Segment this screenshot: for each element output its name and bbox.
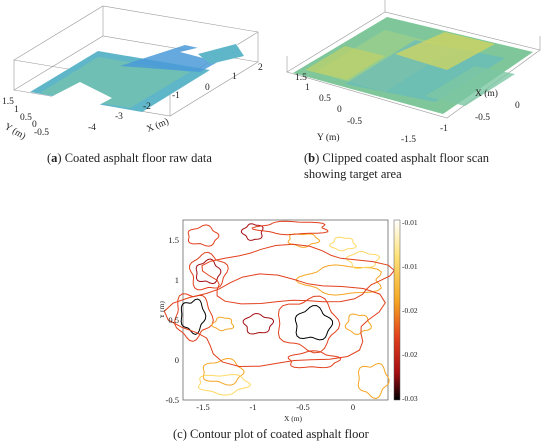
contour-y-tick: 0	[175, 355, 179, 365]
panel-b: 1.5 1 0.5 0 -0.5 Y (m) -1.5 -1 -0.5 0 X …	[275, 0, 550, 150]
contour-lines	[163, 220, 395, 400]
panel-a-x-tick: -4	[88, 123, 96, 133]
panel-b-y-axis-label: Y (m)	[317, 132, 340, 143]
panel-b-y-tick: -0.5	[347, 117, 362, 127]
panel-a-x-tick: -2	[143, 102, 151, 112]
panel-a: -4 -3 -2 -1 0 1 2 X (m) 1.5 1 0.5 0 -0.5…	[0, 0, 275, 148]
contour-line	[187, 224, 220, 247]
panel-a-plot: -4 -3 -2 -1 0 1 2 X (m) 1.5 1 0.5 0 -0.5…	[2, 5, 263, 142]
panel-b-y-tick: 0	[337, 105, 342, 115]
contour-y-tick: 0.5	[168, 315, 179, 325]
contour-x-tick: -1	[249, 402, 256, 412]
panel-a-x-tick: 0	[205, 83, 210, 93]
panel-b-x-tick: -1.5	[401, 135, 416, 145]
panel-b-y-tick: 1	[305, 83, 310, 93]
colorbar-tick: -0.01	[402, 262, 418, 271]
contour-line	[201, 243, 395, 305]
panel-a-y-tick: 1	[14, 105, 19, 115]
panel-a-point-cloud	[30, 40, 246, 112]
contour-y-tick: -0.5	[166, 395, 179, 405]
contour-x-axis-label: X (m)	[284, 414, 303, 423]
panel-a-y-tick: 0.5	[20, 113, 32, 123]
contour-line	[195, 258, 222, 285]
contour-line	[163, 273, 386, 368]
contour-line	[345, 250, 381, 270]
contour-line	[287, 233, 321, 248]
contour-x-tick: -0.5	[296, 402, 309, 412]
panel-a-y-tick: -0.5	[34, 128, 49, 138]
contour-line	[277, 295, 341, 354]
colorbar-tick: -0.02	[402, 306, 418, 315]
panel-a-y-tick: 1.5	[2, 97, 14, 107]
contour-y-axis-label: Y (m)	[160, 301, 166, 319]
panel-b-x-axis-label: X (m)	[475, 88, 498, 99]
contour-line	[329, 236, 357, 252]
panel-b-bounding-box	[286, 0, 541, 119]
contour-line	[180, 298, 207, 336]
panel-b-axes-text: 1.5 1 0.5 0 -0.5 Y (m) -1.5 -1 -0.5 0 X …	[295, 73, 520, 145]
contour-line	[211, 316, 235, 332]
panel-a-caption-text: Coated asphalt floor raw data	[64, 151, 212, 165]
contour-line	[240, 223, 264, 241]
panel-c-caption-text: Contour plot of coated asphalt floor	[190, 427, 369, 441]
panel-a-x-tick: -1	[172, 91, 180, 101]
contour-line	[197, 373, 251, 396]
contour-plot-area	[182, 219, 389, 401]
panel-b-caption: (b) Clipped coated asphalt floor scan sho…	[304, 151, 490, 181]
panel-c: -1.5-1-0.50-0.500.511.5X (m)Y (m) -0.01-…	[157, 214, 420, 426]
contour-line	[242, 313, 275, 335]
contour-plot: -1.5-1-0.50-0.500.511.5X (m)Y (m) -0.01-…	[157, 218, 418, 423]
contour-line	[344, 313, 372, 335]
contour-line	[357, 362, 390, 400]
contour-y-tick: 1.5	[168, 235, 179, 245]
panel-b-x-tick: 0	[515, 101, 520, 111]
panel-b-x-tick: -0.5	[475, 113, 490, 123]
contour-axes: -1.5 -1 -0.5 0 -0.5 0 0.5 1 1.5 X (m) Y (m)	[157, 235, 355, 423]
panel-b-y-tick: 0.5	[319, 94, 331, 104]
panel-a-x-tick: 1	[232, 72, 237, 82]
contour-line	[202, 357, 245, 386]
contour-line	[287, 350, 342, 369]
contour-line	[174, 293, 214, 342]
panel-a-y-axis-label: Y (m)	[3, 121, 28, 142]
panel-a-y-tick: 0	[32, 120, 37, 130]
colorbar	[393, 219, 401, 401]
panel-a-x-tick: 2	[258, 63, 263, 73]
colorbar-tick: -0.01	[402, 218, 418, 227]
contour-x-tick: -1.5	[196, 402, 209, 412]
panel-c-caption-label: (c)	[173, 427, 187, 441]
panel-a-caption-label: a	[51, 151, 58, 165]
panel-b-caption-label: b	[308, 151, 316, 165]
colorbar-ticks: -0.01 -0.01 -0.02 -0.02 -0.03	[402, 218, 418, 403]
contour-line	[294, 305, 334, 341]
panel-c-caption: (c) Contour plot of coated asphalt floor	[173, 426, 369, 442]
panel-b-x-tick: -1	[440, 124, 448, 134]
panel-a-x-axis-label: X (m)	[145, 116, 170, 135]
contour-y-tick: 1	[175, 275, 179, 285]
panel-b-caption-line1: Clipped coated asphalt floor scan	[322, 151, 490, 165]
contour-line	[251, 220, 329, 236]
colorbar-tick: -0.02	[402, 350, 418, 359]
panel-a-x-tick: -3	[115, 112, 123, 122]
panel-b-y-tick: 1.5	[295, 73, 307, 83]
colorbar-tick: -0.03	[402, 394, 418, 403]
panel-b-point-cloud	[293, 17, 533, 114]
panel-b-plot: 1.5 1 0.5 0 -0.5 Y (m) -1.5 -1 -0.5 0 X …	[286, 0, 541, 145]
panel-b-caption-line2: showing target area	[304, 167, 402, 181]
contour-x-tick: 0	[351, 402, 355, 412]
panel-a-caption: (a) Coated asphalt floor raw data	[47, 151, 212, 165]
